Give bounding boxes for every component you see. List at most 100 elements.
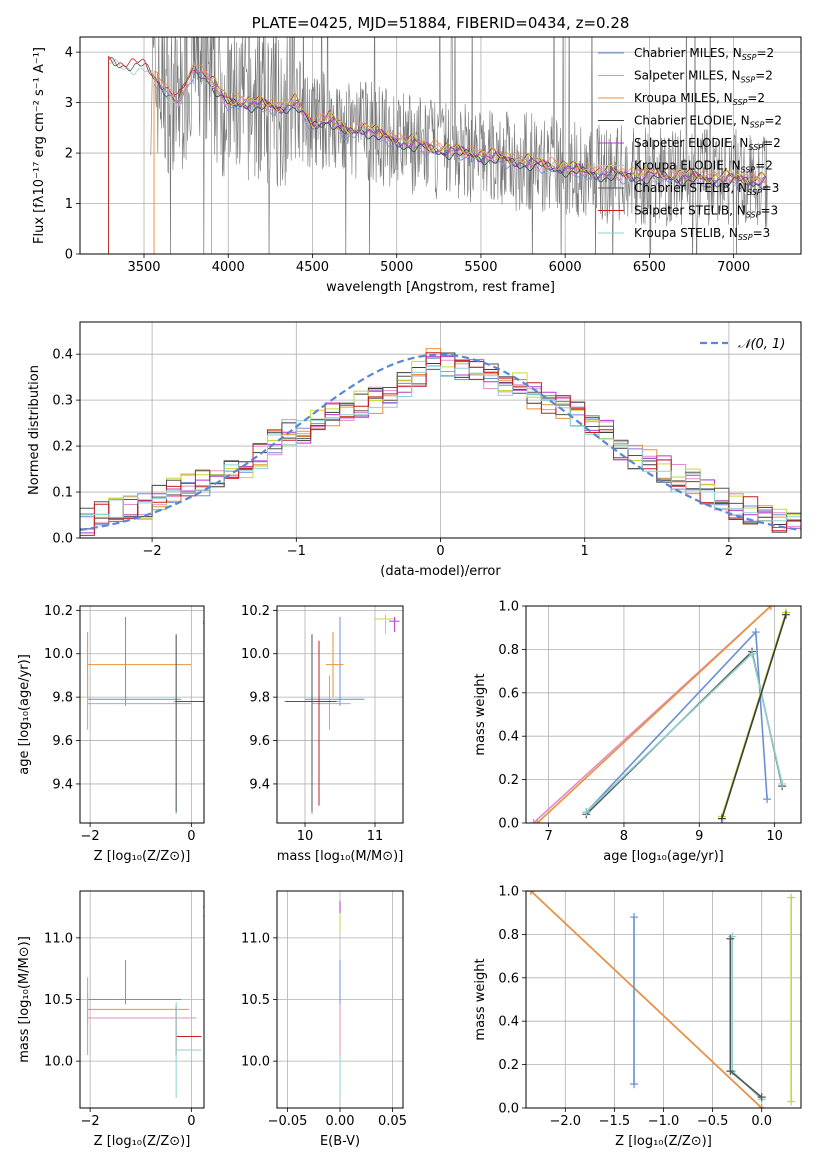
legend-label-tail: =2	[764, 114, 782, 128]
y-axis-label: Flux [fλ10⁻¹⁷ erg cm⁻² s⁻¹ A⁻¹]	[32, 47, 47, 244]
y-tick-label: 2	[65, 147, 73, 162]
x-axis-label: Z [log₁₀(Z/Z⊙)]	[615, 1134, 712, 1149]
chart-title: PLATE=0425, MJD=51884, FIBERID=0434, z=0…	[252, 14, 630, 32]
model-spectrum-line	[153, 72, 768, 254]
axes-frame	[79, 36, 802, 255]
y-tick-label: 11.0	[241, 931, 270, 946]
weight-marker	[529, 819, 538, 823]
weight-marker	[728, 932, 737, 941]
y-tick-label: 10.0	[241, 647, 270, 662]
axes-z-mass	[80, 891, 204, 1108]
y-tick-label: 0.2	[498, 1058, 519, 1073]
weight-marker	[778, 779, 787, 788]
weight-marker	[781, 610, 790, 619]
errorbar-point	[389, 616, 400, 633]
x-axis-label: age [log₁₀(age/yr)]	[603, 849, 724, 864]
weight-marker	[787, 893, 796, 902]
legend-label: Salpeter MILES, NSSP=2	[634, 69, 773, 85]
errorbar-plot	[87, 900, 204, 1099]
legend-label-text: Salpeter STELIB, N	[634, 204, 746, 218]
y-tick-label: 0.4	[498, 730, 519, 745]
x-tick-label: −2	[81, 1114, 100, 1129]
legend-label-text: Salpeter MILES, N	[634, 69, 741, 83]
legend-label: Kroupa MILES, NSSP=2	[634, 91, 765, 107]
legend-label: Kroupa STELIB, NSSP=3	[634, 226, 770, 242]
y-tick-label: 10.5	[44, 993, 73, 1008]
spectrum-plot	[108, 37, 768, 254]
y-tick-label: 0	[65, 248, 73, 263]
errorbar-point	[87, 993, 189, 1025]
x-axis-label: (data-model)/error	[380, 564, 501, 579]
weight-line	[530, 891, 763, 1108]
x-tick-label: 3500	[127, 260, 160, 275]
legend-label-tail: =2	[763, 136, 781, 150]
weight-marker	[748, 649, 757, 658]
legend-label-sub: SSP	[733, 98, 748, 107]
legend-label-text: Kroupa STELIB, N	[634, 226, 738, 240]
y-tick-label: 0.0	[498, 817, 519, 832]
y-tick-label: 0.4	[498, 1015, 519, 1030]
legend-label-tail: =3	[753, 226, 771, 240]
x-tick-label: 2	[725, 544, 733, 559]
x-tick-label: −1.5	[599, 1114, 631, 1129]
axes-frame	[79, 605, 205, 824]
y-tick-label: 1.0	[498, 885, 519, 900]
legend-label-sub: SSP	[741, 166, 756, 175]
x-tick-label: 5500	[464, 260, 497, 275]
weight-marker	[533, 819, 542, 823]
y-tick-label: 0.2	[498, 773, 519, 788]
y-axis-label: age [log₁₀(age/yr)]	[17, 654, 32, 775]
x-tick-label: 4000	[212, 260, 245, 275]
errorbar-point	[87, 616, 182, 706]
legend-label-sub: SSP	[741, 76, 756, 85]
y-tick-label: 0.6	[498, 686, 519, 701]
weight-line	[536, 606, 772, 823]
weight-plot	[526, 891, 796, 1108]
y-tick-label: 0.6	[498, 971, 519, 986]
axes-age-weight	[526, 605, 801, 824]
weight-marker	[526, 891, 535, 895]
x-tick-label: 7000	[717, 260, 750, 275]
y-tick-label: 0.3	[52, 394, 73, 409]
legend-label-sub: SSP	[747, 188, 762, 197]
y-tick-label: 9.4	[249, 777, 270, 792]
x-tick-label: 10	[766, 829, 783, 844]
x-tick-label: 0.05	[378, 1114, 407, 1129]
weight-marker	[630, 1080, 639, 1089]
y-tick-label: 4	[65, 46, 73, 61]
weight-marker	[763, 795, 772, 804]
axes-z-age	[80, 606, 204, 823]
y-tick-label: 10.0	[44, 647, 73, 662]
weight-plot	[529, 606, 790, 823]
x-tick-label: 0	[187, 829, 195, 844]
legend-label-text: Chabrier STELIB, N	[634, 181, 747, 195]
weight-marker	[787, 1097, 796, 1106]
legend-label-text: Kroupa MILES, N	[634, 91, 733, 105]
errorbar-point	[375, 614, 396, 635]
x-axis-label: Z [log₁₀(Z/Z⊙)]	[94, 1134, 191, 1149]
x-tick-label: 0.0	[751, 1114, 772, 1129]
weight-marker	[582, 808, 591, 817]
y-tick-label: 0.0	[52, 532, 73, 547]
legend-label: Salpeter STELIB, NSSP=3	[634, 204, 778, 220]
y-axis-label: Normed distribution	[27, 365, 42, 495]
legend-label: Chabrier MILES, NSSP=2	[634, 46, 774, 62]
weight-marker	[757, 1093, 766, 1102]
legend-label: 𝒩(0, 1)	[738, 337, 785, 352]
errorbar-point	[175, 1001, 202, 1099]
model-spectrum-line	[153, 62, 768, 254]
x-tick-label: 7	[544, 829, 552, 844]
y-tick-label: 11.0	[44, 931, 73, 946]
y-tick-label: 0.2	[52, 440, 73, 455]
weight-line	[731, 936, 763, 1100]
weight-marker	[751, 628, 760, 637]
errorbar-point	[175, 634, 204, 813]
frame-z-weight: −2.0 −1.5 −1.0 −0.5 0.0 0.0 0.2 0.4 0.6 0.8 1.0 Z […	[473, 885, 802, 1149]
legend-label-sub: SSP	[750, 121, 765, 130]
y-tick-label: 0.1	[52, 486, 73, 501]
legend-label: Chabrier STELIB, NSSP=3	[634, 181, 779, 197]
x-tick-label: 0	[436, 544, 444, 559]
weight-marker	[726, 934, 735, 943]
y-tick-label: 3	[65, 96, 73, 111]
y-axis-label: mass weight	[473, 958, 488, 1040]
